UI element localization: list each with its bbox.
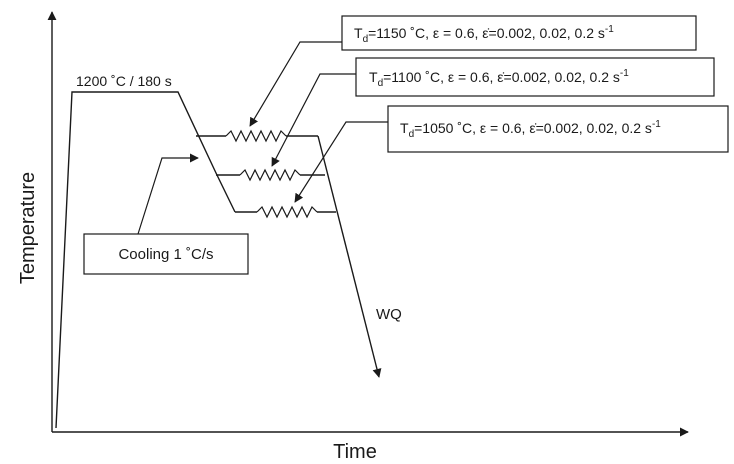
condition-box-1050 bbox=[387, 105, 729, 153]
heating-soak-cooling-path bbox=[55, 91, 236, 429]
deformation-path-1150 bbox=[196, 129, 318, 143]
condition-text-1100: Td=1100 ˚C, ε = 0.6, ε̇=0.002, 0.02, 0.2… bbox=[369, 68, 629, 89]
deformation-path-1100 bbox=[216, 168, 325, 182]
condition-box-1150 bbox=[341, 15, 697, 51]
condition-box-1100 bbox=[355, 57, 715, 97]
deformation-path-1050 bbox=[235, 205, 336, 219]
cooling-rate-label: Cooling 1 ˚C/s bbox=[118, 246, 213, 263]
condition-text-1150: Td=1150 ˚C, ε = 0.6, ε̇=0.002, 0.02, 0.2… bbox=[354, 24, 614, 45]
cooling-arrow bbox=[137, 153, 199, 235]
pointer-arrow-1100 bbox=[271, 73, 356, 167]
pointer-arrow-1150 bbox=[249, 41, 342, 127]
cooling-rate-box bbox=[83, 233, 249, 275]
y-axis-label: Temperature bbox=[17, 172, 39, 284]
pointer-arrow-1050 bbox=[294, 121, 388, 203]
soak-label: 1200 ˚C / 180 s bbox=[76, 73, 172, 89]
condition-text-1050: Td=1050 ˚C, ε = 0.6, ε̇=0.002, 0.02, 0.2… bbox=[400, 119, 661, 140]
x-axis-label: Time bbox=[333, 441, 377, 463]
quench-label: WQ bbox=[376, 306, 402, 323]
water-quench-arrow bbox=[317, 135, 382, 378]
